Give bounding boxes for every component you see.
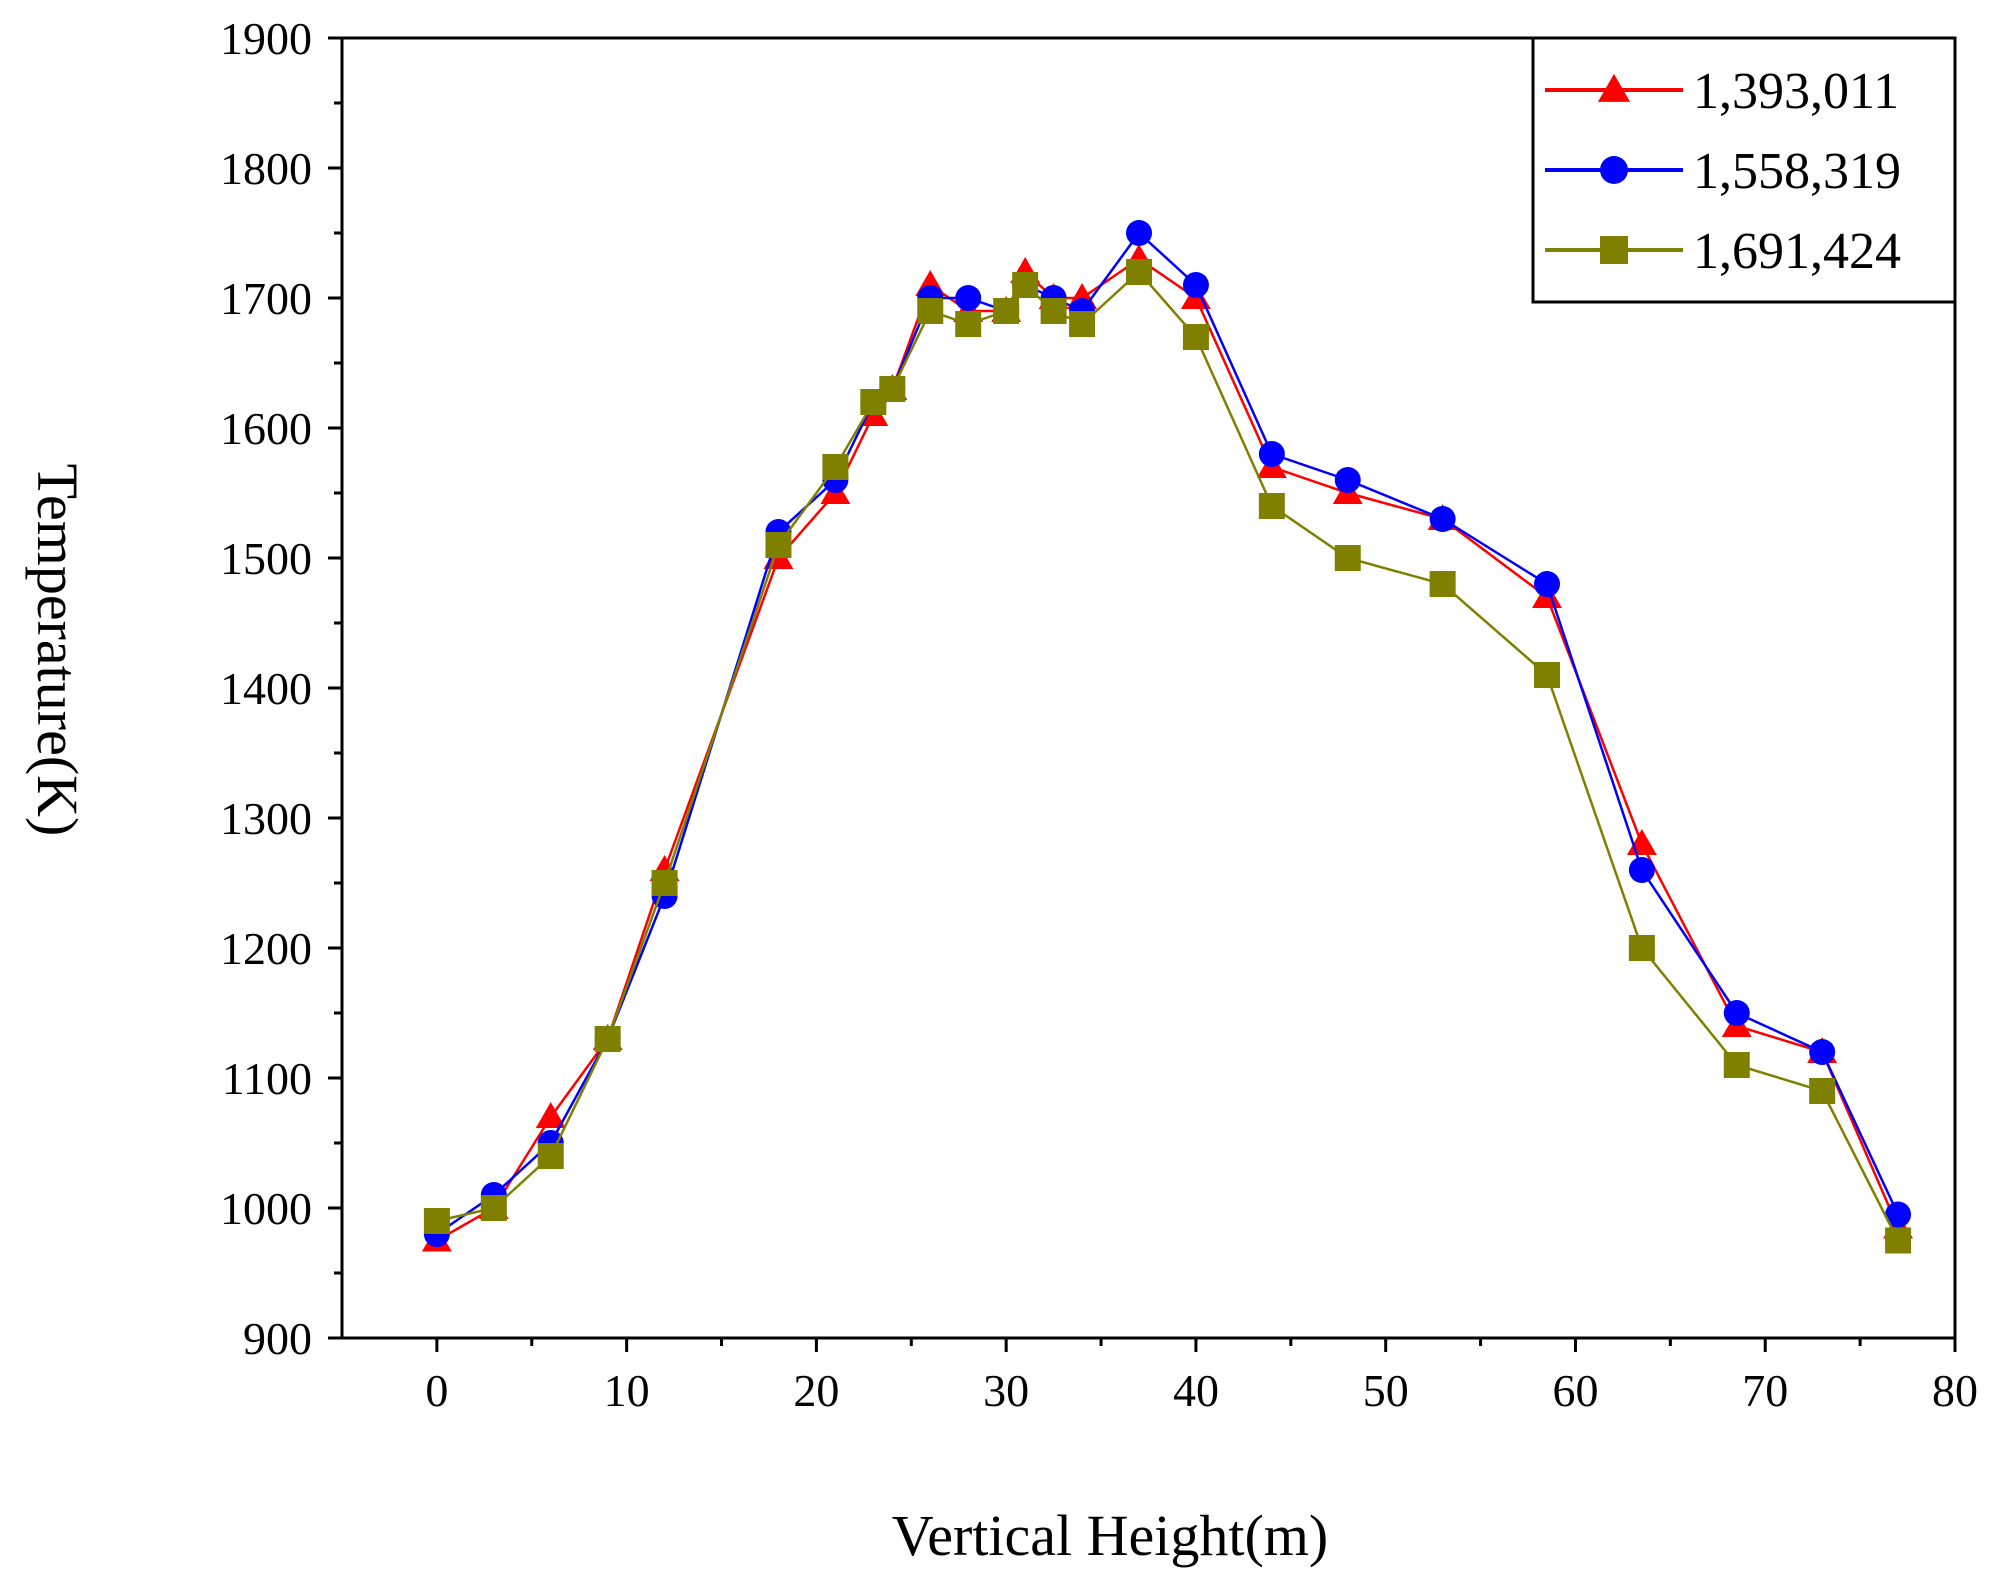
data-point: [955, 285, 982, 311]
y-tick-label: 1400: [220, 663, 312, 714]
data-point: [594, 1026, 621, 1052]
legend-entry: 1,393,011: [1545, 63, 1899, 120]
data-point: [1628, 857, 1655, 883]
x-tick-label: 70: [1742, 1365, 1788, 1416]
legend-entry: 1,691,424: [1545, 223, 1901, 280]
x-tick-label: 40: [1173, 1365, 1219, 1416]
legend-entry: 1,558,319: [1545, 143, 1901, 200]
data-point: [423, 1208, 450, 1234]
data-point: [1809, 1078, 1836, 1104]
data-point: [651, 870, 678, 896]
data-point: [480, 1195, 507, 1221]
data-point: [1182, 324, 1209, 350]
y-tick-label: 1700: [220, 273, 312, 324]
x-axis-title: Vertical Height(m): [892, 1503, 1328, 1568]
y-tick-label: 1500: [220, 533, 312, 584]
legend-marker: [1600, 156, 1628, 184]
data-point: [1126, 220, 1153, 246]
x-tick-label: 0: [425, 1365, 448, 1416]
data-point: [1885, 1201, 1912, 1228]
legend-marker: [1597, 73, 1631, 102]
data-point: [1334, 467, 1361, 493]
x-tick-label: 30: [983, 1365, 1029, 1416]
data-point: [1012, 272, 1039, 298]
x-tick-label: 10: [604, 1365, 650, 1416]
y-tick-label: 1100: [222, 1053, 312, 1104]
data-point: [1040, 298, 1067, 324]
data-point: [537, 1143, 564, 1169]
y-tick-label: 900: [243, 1313, 312, 1364]
y-tick-label: 1900: [220, 13, 312, 64]
legend-label: 1,691,424: [1693, 223, 1901, 280]
y-tick-label: 1200: [220, 923, 312, 974]
data-point: [1126, 259, 1153, 285]
data-point: [1258, 493, 1285, 519]
data-point: [822, 454, 849, 480]
x-tick-label: 60: [1552, 1365, 1598, 1416]
legend-label: 1,393,011: [1693, 63, 1899, 120]
x-tick-label: 80: [1932, 1365, 1978, 1416]
data-point: [1534, 662, 1561, 688]
y-axis: 900 1000 1100 1200 1300 1400 1500 1600 1700 1800 1…: [220, 13, 342, 1364]
data-point: [1069, 311, 1096, 337]
data-point: [1723, 1000, 1750, 1026]
data-point: [917, 298, 944, 324]
series-3: [423, 259, 1912, 1254]
y-tick-label: 1000: [220, 1183, 312, 1234]
x-axis: 0 10 20 30 40 50 60 70 80: [425, 1338, 1978, 1416]
data-point: [1885, 1227, 1912, 1254]
legend-label: 1,558,319: [1693, 143, 1901, 200]
data-point: [1809, 1039, 1836, 1065]
data-point: [1429, 571, 1456, 597]
data-point: [1723, 1052, 1750, 1078]
y-tick-label: 1600: [220, 403, 312, 454]
data-point: [1628, 935, 1655, 961]
data-point: [1258, 441, 1285, 467]
data-point: [1429, 506, 1456, 532]
legend: 1,393,011 1,558,319 1,691,424: [1531, 36, 1957, 304]
legend-marker: [1600, 236, 1628, 264]
data-point: [993, 298, 1020, 324]
x-tick-label: 50: [1363, 1365, 1409, 1416]
data-point: [955, 311, 982, 337]
data-point: [1534, 571, 1561, 597]
data-point: [879, 376, 906, 402]
data-point: [1334, 545, 1361, 571]
series-layer: [421, 220, 1914, 1254]
data-point: [765, 532, 792, 558]
y-tick-label: 1300: [220, 793, 312, 844]
y-tick-label: 1800: [220, 143, 312, 194]
data-point: [535, 1102, 566, 1129]
x-tick-label: 20: [793, 1365, 839, 1416]
data-point: [1182, 272, 1209, 298]
y-axis-title: Temperature(K): [25, 464, 90, 837]
